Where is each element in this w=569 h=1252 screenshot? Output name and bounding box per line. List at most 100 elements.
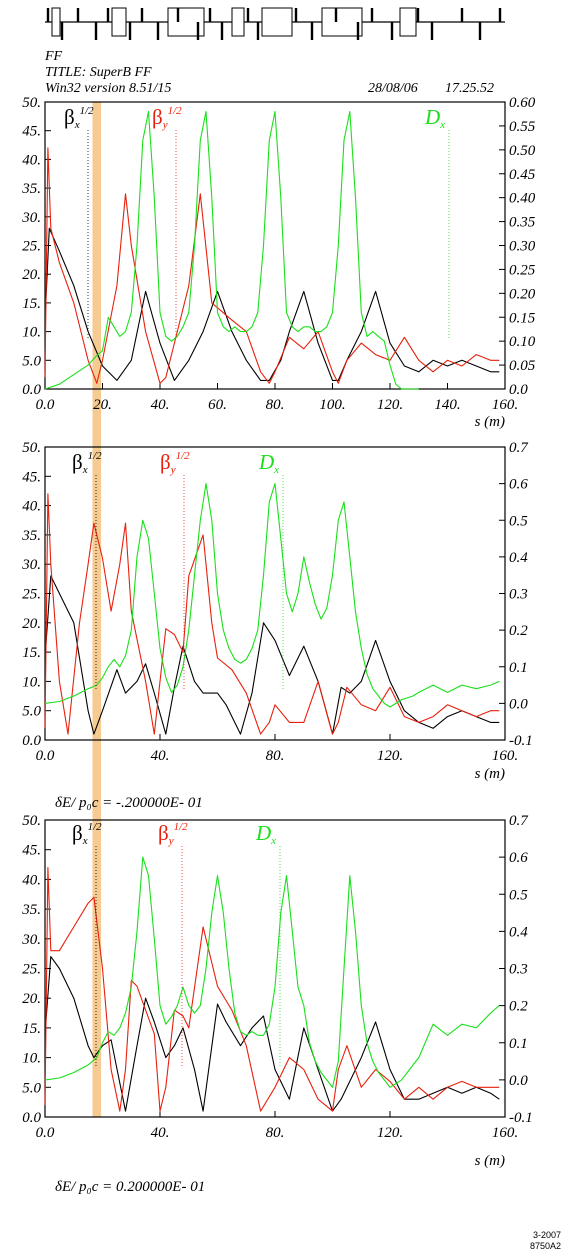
y-right-tick-label: 0.4	[509, 924, 528, 940]
energy-deviation-label: δE/ p₀c = -.200000E- 01	[55, 795, 203, 811]
y-left-tick-label: 35.	[21, 181, 41, 197]
y-left-tick-label: 35.	[21, 902, 41, 918]
x-tick-label: 120.	[377, 748, 403, 764]
x-tick-label: 20.	[93, 397, 112, 413]
x-tick-label: 0.0	[36, 397, 55, 413]
y-right-tick-label: 0.5	[509, 513, 528, 529]
y-left-tick-label: 30.	[21, 210, 41, 226]
y-right-tick-label: 0.05	[509, 358, 536, 374]
chart-panel-2: 0.0 5.0 10. 15. 20. 25. 30. 35. 40. 45. 50. -0.1 0.0…	[21, 440, 533, 811]
y-left-tick-label: 45.	[22, 843, 41, 859]
y-right-tick-label: 0.35	[509, 215, 536, 231]
x-tick-label: 140.	[434, 397, 460, 413]
y-right-tick-label: 0.7	[509, 813, 529, 829]
y-right-tick-label: -0.1	[509, 733, 533, 749]
y-left-tick-label: 10.	[22, 1051, 41, 1067]
y-right-tick-label: 0.45	[509, 167, 536, 183]
header-time: 17.25.52	[445, 81, 494, 96]
y-right-tick-label: 0.0	[509, 382, 528, 398]
series-line-3	[44, 483, 500, 708]
y-left-tick-label: 15.	[22, 1021, 41, 1037]
y-left-tick-label: 50.	[22, 95, 41, 111]
y-left-tick-label: 45.	[22, 469, 41, 485]
y-left-tick-label: 50.	[22, 440, 41, 456]
y-right-tick-label: 0.2	[509, 623, 528, 639]
y-left-tick-label: 35.	[21, 528, 41, 544]
legend-entry: βy1/2	[160, 450, 190, 476]
legend-entry: βx1/2	[72, 450, 102, 476]
y-right-tick-label: 0.30	[509, 239, 536, 255]
y-left-tick-label: 5.0	[22, 1080, 41, 1096]
x-tick-label: 100.	[319, 397, 345, 413]
y-right-tick-label: 0.60	[509, 95, 536, 111]
y-left-tick-label: 30.	[21, 557, 41, 573]
legend-entry: βx1/2	[64, 105, 94, 131]
x-tick-label: 40.	[151, 397, 170, 413]
x-tick-label: 120.	[377, 397, 403, 413]
series-line-2	[44, 866, 500, 1112]
x-tick-label: 80.	[266, 748, 285, 764]
y-left-tick-label: 0.0	[22, 733, 41, 749]
figure-code-2: 8750A2	[530, 1241, 561, 1251]
lattice-quadrupole	[399, 7, 417, 37]
legend-entry: βy1/2	[152, 105, 182, 131]
x-tick-label: 160.	[492, 397, 518, 413]
series-line-1	[44, 575, 500, 735]
y-left-tick-label: 5.0	[22, 353, 41, 369]
x-axis-label: s (m)	[475, 414, 505, 430]
legend-entry: βy1/2	[158, 821, 188, 847]
y-right-tick-label: 0.4	[509, 550, 528, 566]
header-line2: TITLE: SuperB FF	[45, 65, 152, 80]
x-tick-label: 0.0	[36, 748, 55, 764]
y-right-tick-label: 0.0	[509, 696, 528, 712]
x-tick-label: 80.	[266, 1125, 285, 1141]
y-left-tick-label: 30.	[21, 932, 41, 948]
legend-entry: βx1/2	[72, 821, 102, 847]
y-right-tick-label: 0.1	[509, 1036, 528, 1052]
y-left-tick-label: 10.	[22, 674, 41, 690]
y-right-tick-label: 0.10	[509, 334, 536, 350]
lattice-strip	[45, 7, 505, 40]
y-left-tick-label: 15.	[22, 645, 41, 661]
lattice-quadrupole	[51, 7, 61, 37]
y-right-tick-label: 0.5	[509, 887, 528, 903]
x-tick-label: 120.	[377, 1125, 403, 1141]
y-left-tick-label: 40.	[22, 152, 41, 168]
header-line3: Win32 version 8.51/15	[45, 81, 171, 96]
chart-panel-3: 0.0 5.0 10. 15. 20. 25. 30. 35. 40. 45. 50. -0.1 0.0…	[21, 813, 533, 1195]
y-left-tick-label: 25.	[22, 587, 41, 603]
y-right-tick-label: 0.3	[509, 962, 528, 978]
series-line-3	[44, 856, 500, 1088]
lattice-quadrupole	[231, 7, 245, 37]
series-line-2	[44, 147, 500, 384]
y-left-tick-label: 0.0	[22, 1110, 41, 1126]
x-tick-label: 160.	[492, 748, 518, 764]
x-tick-label: 40.	[151, 748, 170, 764]
y-right-tick-label: 0.7	[509, 440, 529, 456]
x-tick-label: 80.	[266, 397, 285, 413]
x-tick-label: 60.	[208, 397, 227, 413]
y-left-tick-label: 50.	[22, 813, 41, 829]
y-left-tick-label: 0.0	[22, 382, 41, 398]
y-right-tick-label: -0.1	[509, 1110, 533, 1126]
x-axis-label: s (m)	[475, 766, 505, 782]
y-left-tick-label: 45.	[22, 124, 41, 140]
y-left-tick-label: 20.	[22, 267, 41, 283]
y-right-tick-label: 0.25	[509, 262, 536, 278]
header-line1: FF	[44, 49, 63, 64]
plot-frame	[44, 819, 506, 1118]
y-left-tick-label: 20.	[22, 991, 41, 1007]
series-line-2	[44, 493, 500, 735]
x-tick-label: 40.	[151, 1125, 170, 1141]
x-tick-label: 0.0	[36, 1125, 55, 1141]
y-right-tick-label: 0.1	[509, 660, 528, 676]
x-axis-label: s (m)	[475, 1153, 505, 1169]
y-left-tick-label: 5.0	[22, 704, 41, 720]
y-left-tick-label: 25.	[22, 239, 41, 255]
y-left-tick-label: 15.	[22, 296, 41, 312]
y-right-tick-label: 0.40	[509, 191, 536, 207]
y-left-tick-label: 25.	[22, 962, 41, 978]
y-right-tick-label: 0.6	[509, 477, 528, 493]
x-tick-label: 160.	[492, 1125, 518, 1141]
